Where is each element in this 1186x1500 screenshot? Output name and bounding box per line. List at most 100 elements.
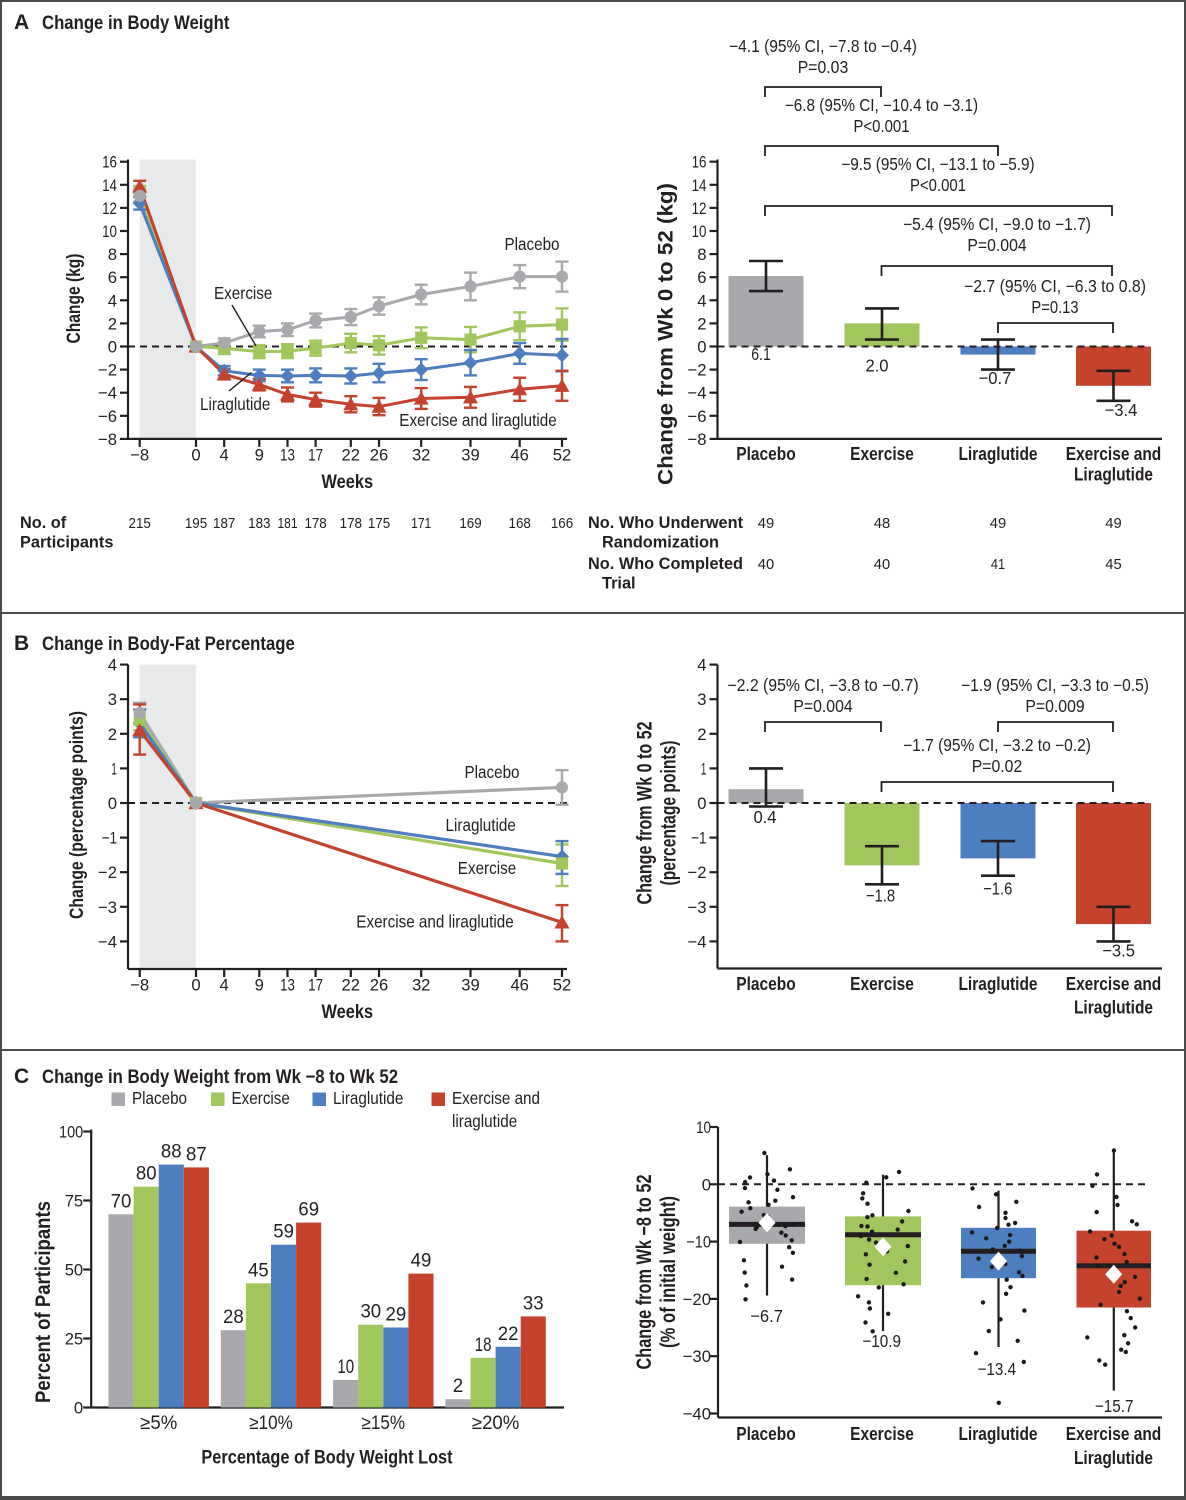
svg-text:Participants: Participants xyxy=(20,533,113,552)
svg-text:45: 45 xyxy=(1105,556,1121,573)
svg-text:168: 168 xyxy=(509,515,531,532)
svg-text:−1.9 (95% CI, −3.3 to −0.5): −1.9 (95% CI, −3.3 to −0.5) xyxy=(961,675,1149,695)
svg-text:−6.8 (95% CI, −10.4 to −3.1): −6.8 (95% CI, −10.4 to −3.1) xyxy=(785,95,978,115)
svg-text:−1.8: −1.8 xyxy=(866,886,895,906)
svg-text:−6: −6 xyxy=(98,407,117,426)
svg-text:30: 30 xyxy=(360,1302,381,1323)
svg-text:Liraglutide: Liraglutide xyxy=(1074,998,1153,1018)
svg-text:−1: −1 xyxy=(102,829,117,848)
svg-text:No. of: No. of xyxy=(20,513,67,532)
svg-text:12: 12 xyxy=(692,199,707,218)
svg-text:178: 178 xyxy=(340,515,362,532)
svg-text:39: 39 xyxy=(461,976,480,995)
svg-text:45: 45 xyxy=(248,1260,269,1281)
svg-text:10: 10 xyxy=(337,1357,354,1378)
svg-text:−8: −8 xyxy=(130,446,149,465)
svg-text:Exercise: Exercise xyxy=(850,974,914,994)
svg-text:14: 14 xyxy=(692,176,707,195)
svg-text:Liraglutide: Liraglutide xyxy=(958,1424,1037,1444)
svg-text:195: 195 xyxy=(185,515,207,532)
svg-text:4: 4 xyxy=(697,291,706,310)
svg-text:32: 32 xyxy=(412,446,431,465)
svg-text:183: 183 xyxy=(248,515,270,532)
svg-text:2: 2 xyxy=(697,314,706,333)
svg-text:−0.7: −0.7 xyxy=(979,368,1012,388)
svg-text:0.4: 0.4 xyxy=(753,807,776,827)
svg-text:10: 10 xyxy=(102,222,117,241)
svg-text:Change from Wk 0 to 52 (kg): Change from Wk 0 to 52 (kg) xyxy=(655,183,678,485)
svg-text:39: 39 xyxy=(461,446,480,465)
svg-text:2: 2 xyxy=(108,314,117,333)
svg-text:−2: −2 xyxy=(98,361,117,380)
svg-text:6.1: 6.1 xyxy=(751,344,771,364)
svg-text:8: 8 xyxy=(697,245,706,264)
svg-text:Liraglutide: Liraglutide xyxy=(958,444,1037,464)
svg-text:P=0.03: P=0.03 xyxy=(798,57,849,77)
svg-text:28: 28 xyxy=(223,1307,244,1328)
svg-text:−10: −10 xyxy=(686,1233,711,1252)
svg-text:Liraglutide: Liraglutide xyxy=(1074,1448,1153,1468)
svg-text:3: 3 xyxy=(697,690,706,709)
svg-text:Liraglutide: Liraglutide xyxy=(333,1088,403,1108)
svg-text:−3.5: −3.5 xyxy=(1102,940,1135,960)
svg-text:6: 6 xyxy=(108,268,117,287)
svg-text:32: 32 xyxy=(412,976,431,995)
svg-text:4: 4 xyxy=(220,446,229,465)
svg-text:9: 9 xyxy=(255,446,264,465)
svg-text:Exercise and: Exercise and xyxy=(452,1088,540,1108)
svg-text:13: 13 xyxy=(280,446,295,465)
svg-text:Exercise and: Exercise and xyxy=(1066,1424,1162,1444)
svg-text:22: 22 xyxy=(342,446,361,465)
svg-text:215: 215 xyxy=(129,515,151,532)
svg-text:Percent of Participants: Percent of Participants xyxy=(32,1201,55,1403)
svg-text:Change (kg): Change (kg) xyxy=(64,254,85,344)
svg-text:0: 0 xyxy=(191,446,200,465)
svg-text:0: 0 xyxy=(74,1399,83,1418)
svg-text:0: 0 xyxy=(108,794,117,813)
svg-text:8: 8 xyxy=(108,245,117,264)
svg-text:Change (percentage points): Change (percentage points) xyxy=(67,711,88,919)
svg-text:Exercise: Exercise xyxy=(214,283,272,303)
svg-text:P<0.001: P<0.001 xyxy=(854,116,910,136)
svg-text:−20: −20 xyxy=(683,1290,711,1309)
svg-text:Liraglutide: Liraglutide xyxy=(200,394,270,414)
svg-text:−30: −30 xyxy=(683,1347,711,1366)
svg-text:liraglutide: liraglutide xyxy=(452,1111,517,1131)
svg-text:−9.5 (95% CI, −13.1 to −5.9): −9.5 (95% CI, −13.1 to −5.9) xyxy=(841,154,1034,174)
svg-text:−1.6: −1.6 xyxy=(983,878,1012,898)
svg-text:−8: −8 xyxy=(98,430,117,449)
svg-text:0: 0 xyxy=(702,1175,711,1194)
svg-text:−5.4 (95% CI, −9.0 to −1.7): −5.4 (95% CI, −9.0 to −1.7) xyxy=(903,214,1091,234)
svg-text:80: 80 xyxy=(136,1164,157,1185)
svg-text:6: 6 xyxy=(697,268,706,287)
svg-text:Change in Body-Fat Percentage: Change in Body-Fat Percentage xyxy=(42,634,295,655)
svg-text:Trial: Trial xyxy=(602,574,636,593)
svg-text:Placebo: Placebo xyxy=(465,762,520,782)
svg-text:−15.7: −15.7 xyxy=(1095,1396,1134,1416)
svg-text:26: 26 xyxy=(370,446,389,465)
svg-text:2: 2 xyxy=(697,725,706,744)
svg-text:13: 13 xyxy=(280,976,295,995)
svg-text:P=0.004: P=0.004 xyxy=(967,235,1027,255)
svg-text:187: 187 xyxy=(213,515,235,532)
svg-text:Exercise and: Exercise and xyxy=(1066,974,1162,994)
svg-text:4: 4 xyxy=(220,976,229,995)
svg-text:100: 100 xyxy=(59,1123,83,1142)
svg-text:P=0.13: P=0.13 xyxy=(1031,297,1078,317)
svg-text:Change in Body Weight from Wk: Change in Body Weight from Wk −8 to Wk 5… xyxy=(42,1067,398,1088)
svg-text:0: 0 xyxy=(697,338,706,357)
svg-text:Weeks: Weeks xyxy=(322,1002,374,1023)
svg-text:−3: −3 xyxy=(688,898,707,917)
svg-text:−4: −4 xyxy=(688,384,707,403)
svg-text:Placebo: Placebo xyxy=(505,234,560,254)
svg-text:175: 175 xyxy=(368,515,390,532)
svg-text:−2: −2 xyxy=(688,361,707,380)
svg-text:46: 46 xyxy=(510,446,529,465)
svg-text:Exercise and liraglutide: Exercise and liraglutide xyxy=(356,912,513,932)
svg-text:22: 22 xyxy=(342,976,361,995)
svg-text:Randomization: Randomization xyxy=(602,533,719,552)
svg-text:0: 0 xyxy=(108,338,117,357)
svg-text:0: 0 xyxy=(191,976,200,995)
svg-text:−4.1 (95% CI, −7.8 to −0.4): −4.1 (95% CI, −7.8 to −0.4) xyxy=(729,36,917,56)
svg-text:Exercise and liraglutide: Exercise and liraglutide xyxy=(399,410,556,430)
